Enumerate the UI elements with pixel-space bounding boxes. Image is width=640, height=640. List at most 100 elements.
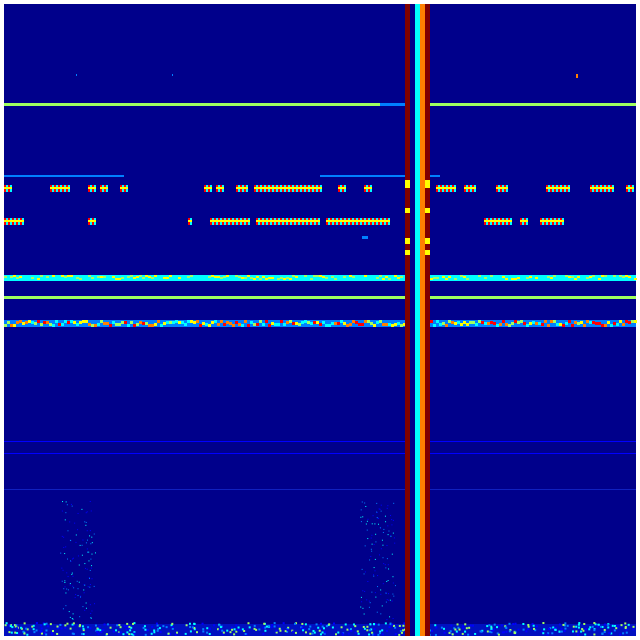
noise-speckle (517, 628, 520, 631)
horizontal-band-noise (37, 278, 40, 280)
noise-speckle (143, 625, 146, 628)
noise-speckle (375, 596, 377, 598)
noise-speckle (364, 502, 366, 504)
noise-speckle (381, 629, 384, 632)
noise-speckle (352, 623, 355, 626)
horizontal-band-noise (442, 322, 445, 325)
noise-speckle (371, 534, 373, 536)
pulse-mark (370, 220, 374, 222)
noise-speckle (386, 507, 388, 509)
noise-speckle (372, 515, 374, 517)
noise-speckle (576, 631, 579, 634)
noise-speckle (464, 630, 467, 633)
pulse-mark (318, 187, 322, 189)
noise-speckle (32, 624, 35, 627)
pulse-mark (222, 220, 226, 222)
pulse-mark (50, 187, 54, 189)
pulse-mark (256, 220, 260, 222)
horizontal-band-noise (229, 322, 232, 325)
noise-speckle (323, 632, 326, 635)
noise-speckle (90, 567, 92, 569)
noise-speckle (378, 523, 380, 525)
horizontal-band-noise (112, 276, 115, 278)
horizontal-band-noise (361, 323, 364, 326)
horizontal-band-noise (154, 275, 157, 277)
noise-speckle (105, 633, 108, 636)
noise-speckle (386, 599, 388, 601)
noise-speckle (155, 622, 158, 625)
noise-speckle (328, 623, 331, 626)
noise-speckle (87, 586, 89, 588)
horizontal-band-noise (217, 323, 220, 326)
noise-speckle (371, 543, 373, 545)
horizontal-band-noise (352, 276, 355, 278)
noise-speckle (375, 533, 377, 535)
noise-speckle (85, 607, 87, 609)
horizontal-band-noise (142, 277, 145, 279)
horizontal-band-noise (439, 323, 442, 326)
noise-speckle (385, 591, 387, 593)
noise-speckle (170, 624, 173, 627)
horizontal-band-noise (430, 278, 433, 280)
horizontal-band-noise (229, 275, 232, 277)
noise-speckle (61, 580, 63, 582)
pulse-mark (630, 187, 634, 189)
noise-speckle (593, 633, 596, 636)
noise-speckle (443, 631, 446, 634)
horizontal-band-noise (559, 323, 562, 326)
horizontal-band-noise (376, 277, 379, 279)
noise-speckle (23, 632, 26, 635)
horizontal-band-noise (190, 320, 193, 323)
horizontal-band-noise (244, 320, 247, 323)
noise-speckle (69, 583, 71, 585)
pulse-mark (334, 220, 338, 222)
pulse-mark (54, 187, 58, 189)
horizontal-band-noise (535, 277, 538, 279)
noise-speckle (294, 631, 297, 634)
noise-speckle (374, 570, 376, 572)
horizontal-band-noise (403, 276, 406, 278)
noise-speckle (286, 630, 289, 633)
noise-speckle (221, 633, 224, 636)
noise-speckle (95, 629, 98, 632)
noise-speckle (325, 625, 328, 628)
horizontal-band-noise (139, 321, 142, 324)
noise-speckle (89, 584, 91, 586)
noise-speckle (255, 628, 258, 631)
horizontal-band-noise (391, 324, 394, 327)
horizontal-band-noise (97, 276, 100, 278)
noise-speckle (264, 629, 267, 632)
noise-speckle (340, 626, 343, 629)
horizontal-band-noise (319, 323, 322, 326)
noise-speckle (624, 622, 627, 625)
horizontal-band-noise (367, 320, 370, 323)
horizontal-band-noise (373, 276, 376, 278)
noise-speckle (589, 626, 592, 629)
noise-speckle (365, 523, 367, 525)
noise-speckle (403, 628, 406, 631)
noise-speckle (72, 622, 75, 625)
noise-speckle (94, 552, 96, 554)
noise-speckle (379, 527, 381, 529)
noise-speckle (398, 633, 401, 636)
noise-speckle (369, 623, 372, 626)
noise-speckle (90, 510, 92, 512)
noise-speckle (309, 632, 312, 635)
horizontal-band-noise (622, 276, 625, 278)
noise-speckle (610, 632, 613, 635)
noise-speckle (151, 625, 154, 628)
noise-speckle (391, 553, 393, 555)
horizontal-band-noise (457, 275, 460, 277)
horizontal-band-noise (154, 323, 157, 326)
horizontal-band-noise (292, 322, 295, 325)
noise-speckle (185, 624, 188, 627)
horizontal-band-noise (31, 321, 34, 324)
noise-speckle (571, 630, 574, 633)
noise-speckle (380, 593, 382, 595)
noise-speckle (280, 628, 283, 631)
pulse-mark (282, 187, 286, 189)
horizontal-band-noise (514, 278, 517, 280)
noise-speckle (514, 632, 517, 635)
noise-speckle (373, 575, 375, 577)
noise-speckle (125, 631, 128, 634)
